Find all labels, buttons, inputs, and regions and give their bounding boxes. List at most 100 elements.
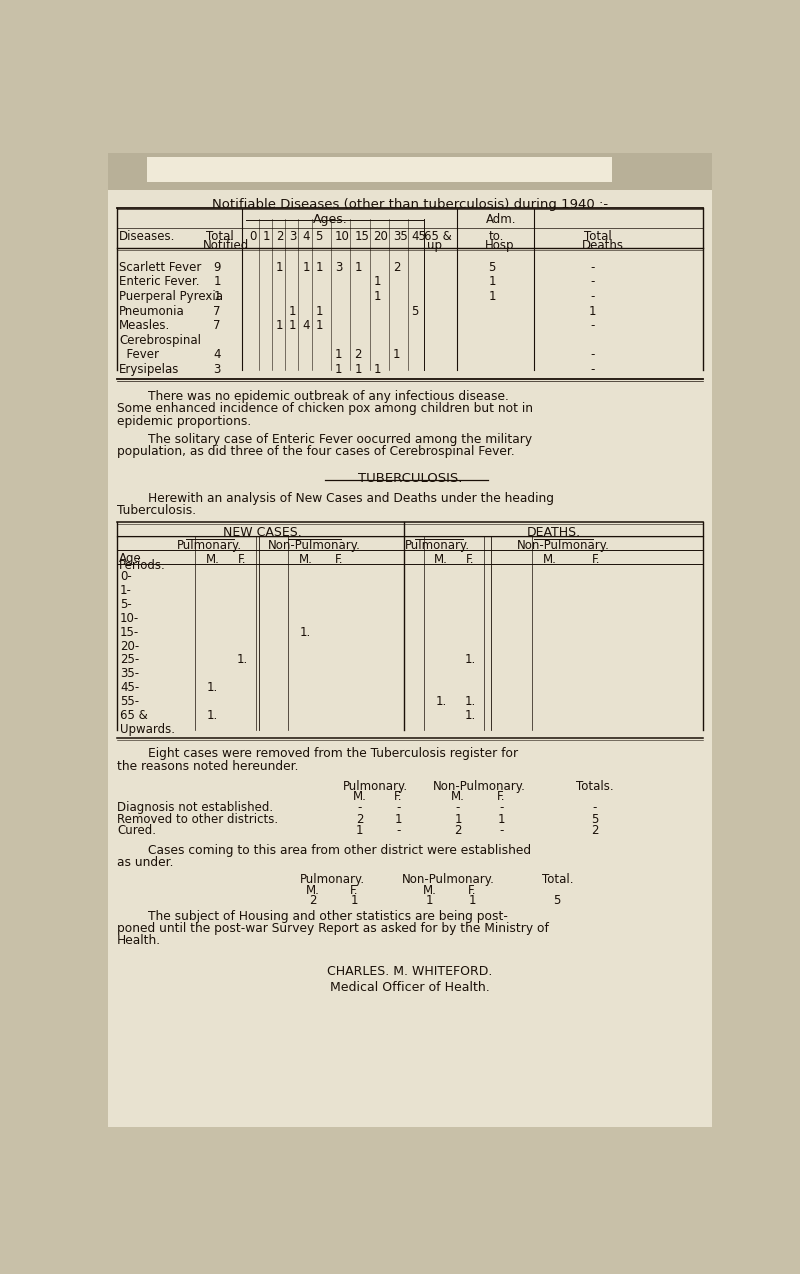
Text: Upwards.: Upwards. bbox=[120, 722, 175, 735]
Text: 1.: 1. bbox=[465, 694, 476, 708]
Text: Pulmonary.: Pulmonary. bbox=[342, 780, 408, 792]
Text: 20-: 20- bbox=[120, 640, 139, 652]
Text: NEW CASES.: NEW CASES. bbox=[223, 526, 302, 539]
Text: 1: 1 bbox=[589, 304, 597, 317]
Text: 5: 5 bbox=[411, 304, 419, 317]
Text: F.: F. bbox=[592, 553, 600, 566]
Text: Ages.: Ages. bbox=[313, 213, 348, 225]
Text: 15-: 15- bbox=[120, 626, 139, 638]
Text: 4: 4 bbox=[302, 229, 310, 243]
Text: 45: 45 bbox=[411, 229, 426, 243]
Text: Pulmonary.: Pulmonary. bbox=[406, 539, 470, 553]
Text: Adm.: Adm. bbox=[486, 213, 517, 225]
Text: 3: 3 bbox=[289, 229, 297, 243]
Text: Non-Pulmonary.: Non-Pulmonary. bbox=[434, 780, 526, 792]
Text: 2: 2 bbox=[454, 824, 462, 837]
Text: 1: 1 bbox=[350, 894, 358, 907]
Text: 1.: 1. bbox=[435, 694, 446, 708]
Text: -: - bbox=[590, 320, 595, 333]
Text: M.: M. bbox=[298, 553, 312, 566]
Text: 0-: 0- bbox=[120, 571, 132, 583]
Text: M.: M. bbox=[422, 884, 436, 897]
Text: Medical Officer of Health.: Medical Officer of Health. bbox=[330, 981, 490, 994]
Text: F.: F. bbox=[394, 790, 402, 804]
Text: Cases coming to this area from other district were established: Cases coming to this area from other dis… bbox=[117, 843, 531, 856]
Text: 1: 1 bbox=[289, 304, 297, 317]
Text: Some enhanced incidence of chicken pox among children but not in: Some enhanced incidence of chicken pox a… bbox=[117, 403, 533, 415]
Text: 10-: 10- bbox=[120, 612, 139, 624]
Text: 1: 1 bbox=[335, 349, 342, 362]
Text: 1: 1 bbox=[468, 894, 476, 907]
Text: to.: to. bbox=[489, 229, 505, 243]
Text: 2: 2 bbox=[393, 261, 401, 274]
Text: M.: M. bbox=[542, 553, 557, 566]
Text: F.: F. bbox=[350, 884, 358, 897]
Text: Removed to other districts.: Removed to other districts. bbox=[117, 813, 278, 826]
Text: 0: 0 bbox=[250, 229, 257, 243]
Text: 20: 20 bbox=[374, 229, 389, 243]
Text: 65 &: 65 & bbox=[424, 229, 452, 243]
Text: Periods.: Periods. bbox=[118, 559, 166, 572]
Text: 1: 1 bbox=[426, 894, 433, 907]
Text: Enteric Fever.: Enteric Fever. bbox=[119, 275, 200, 288]
Text: 1: 1 bbox=[488, 275, 496, 288]
Text: Cerebrospinal: Cerebrospinal bbox=[119, 334, 202, 347]
Text: 65 &: 65 & bbox=[120, 708, 148, 722]
Text: 35-: 35- bbox=[120, 668, 139, 680]
Text: -: - bbox=[590, 261, 595, 274]
Text: -: - bbox=[590, 349, 595, 362]
Text: 1.: 1. bbox=[206, 708, 218, 722]
Text: 1: 1 bbox=[374, 290, 381, 303]
Text: 1: 1 bbox=[374, 275, 381, 288]
Text: 9: 9 bbox=[214, 261, 221, 274]
Text: 1: 1 bbox=[315, 261, 323, 274]
Bar bbox=[146, 158, 611, 182]
Text: Measles.: Measles. bbox=[119, 320, 170, 333]
Text: Diseases.: Diseases. bbox=[119, 229, 176, 243]
Text: 7: 7 bbox=[214, 304, 221, 317]
Text: Notified.: Notified. bbox=[203, 240, 253, 252]
Text: Scarlett Fever: Scarlett Fever bbox=[119, 261, 202, 274]
Text: 4: 4 bbox=[302, 320, 310, 333]
Text: Erysipelas: Erysipelas bbox=[119, 363, 180, 376]
Text: up.: up. bbox=[427, 240, 446, 252]
Text: 5-: 5- bbox=[120, 598, 132, 612]
Text: 1: 1 bbox=[214, 275, 221, 288]
Text: 1: 1 bbox=[335, 363, 342, 376]
Text: 3: 3 bbox=[335, 261, 342, 274]
Text: 5: 5 bbox=[554, 894, 561, 907]
Text: 2: 2 bbox=[310, 894, 317, 907]
Text: M.: M. bbox=[353, 790, 366, 804]
Text: 1: 1 bbox=[262, 229, 270, 243]
Text: 25-: 25- bbox=[120, 654, 139, 666]
Text: 1: 1 bbox=[498, 813, 506, 826]
Text: -: - bbox=[590, 290, 595, 303]
Text: 2: 2 bbox=[356, 813, 363, 826]
Text: Totals.: Totals. bbox=[576, 780, 614, 792]
Text: -: - bbox=[499, 801, 504, 814]
Bar bbox=[108, 153, 712, 190]
Text: population, as did three of the four cases of Cerebrospinal Fever.: population, as did three of the four cas… bbox=[117, 446, 515, 459]
Text: -: - bbox=[396, 801, 401, 814]
Text: Non-Pulmonary.: Non-Pulmonary. bbox=[517, 539, 610, 553]
Text: -: - bbox=[592, 801, 597, 814]
Text: 5: 5 bbox=[489, 261, 496, 274]
Text: M.: M. bbox=[451, 790, 465, 804]
Text: -: - bbox=[358, 801, 362, 814]
Text: Non-Pulmonary.: Non-Pulmonary. bbox=[268, 539, 361, 553]
Text: Deaths.: Deaths. bbox=[582, 240, 628, 252]
Text: Total.: Total. bbox=[542, 873, 573, 885]
Text: 1: 1 bbox=[354, 261, 362, 274]
Text: -: - bbox=[396, 824, 401, 837]
Text: 1.: 1. bbox=[465, 708, 476, 722]
Text: There was no epidemic outbreak of any infectious disease.: There was no epidemic outbreak of any in… bbox=[117, 390, 509, 403]
Text: Pulmonary.: Pulmonary. bbox=[300, 873, 365, 885]
Text: 55-: 55- bbox=[120, 694, 139, 708]
Text: 15: 15 bbox=[354, 229, 369, 243]
Text: poned until the post-war Survey Report as asked for by the Ministry of: poned until the post-war Survey Report a… bbox=[117, 922, 549, 935]
Text: 1.: 1. bbox=[465, 654, 476, 666]
Text: 1: 1 bbox=[454, 813, 462, 826]
Text: 1.: 1. bbox=[300, 626, 311, 638]
Text: -: - bbox=[499, 824, 504, 837]
Text: 1: 1 bbox=[393, 349, 401, 362]
